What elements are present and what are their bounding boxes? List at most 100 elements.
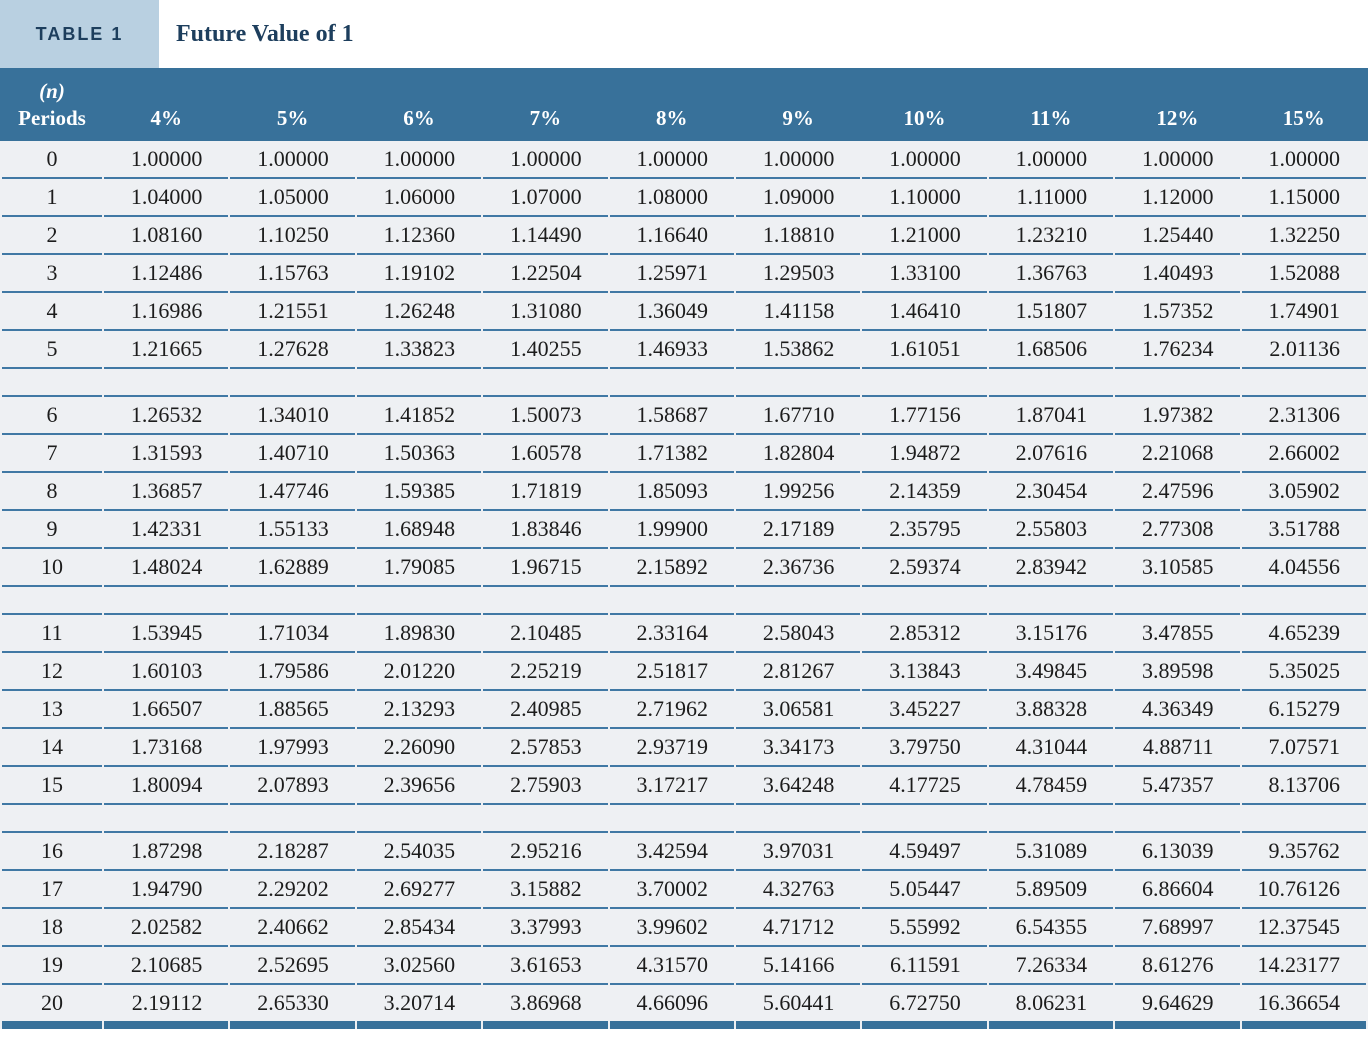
period-cell: 10 — [2, 549, 102, 587]
value-cell: 1.31080 — [483, 293, 608, 331]
value-cell: 4.04556 — [1241, 549, 1366, 587]
value-cell: 1.50073 — [483, 397, 608, 435]
value-cell: 2.85434 — [356, 909, 482, 947]
value-cell: 1.79586 — [230, 653, 355, 691]
column-header-rate: 7% — [483, 68, 608, 141]
value-cell: 1.29503 — [735, 255, 861, 293]
table-row: 13 1.66507 1.88565 2.13293 2.40985 2.71962 3.0… — [2, 691, 1366, 729]
value-cell: 1.40493 — [1115, 255, 1240, 293]
value-cell: 1.15763 — [230, 255, 355, 293]
value-cell: 1.11000 — [988, 179, 1114, 217]
spacer-cell — [988, 805, 1114, 833]
period-cell: 8 — [2, 473, 102, 511]
value-cell: 1.00000 — [104, 141, 229, 179]
value-cell: 2.35795 — [862, 511, 987, 549]
value-cell: 2.93719 — [609, 729, 734, 767]
value-cell: 2.19112 — [104, 985, 229, 1029]
column-header-rate: 5% — [230, 68, 355, 141]
table-row: 1 1.04000 1.05000 1.06000 1.07000 1.08000 1.09… — [2, 179, 1366, 217]
value-cell: 1.66507 — [104, 691, 229, 729]
column-header-rate: 6% — [356, 68, 482, 141]
value-cell: 1.15000 — [1241, 179, 1366, 217]
value-cell: 1.26248 — [356, 293, 482, 331]
spacer-row — [2, 805, 1366, 833]
period-cell: 9 — [2, 511, 102, 549]
value-cell: 1.41158 — [735, 293, 861, 331]
value-cell: 1.99256 — [735, 473, 861, 511]
spacer-cell — [609, 587, 734, 615]
value-cell: 1.76234 — [1115, 331, 1240, 369]
value-cell: 1.12360 — [356, 217, 482, 255]
value-cell: 1.53862 — [735, 331, 861, 369]
value-cell: 2.13293 — [356, 691, 482, 729]
period-cell: 20 — [2, 985, 102, 1029]
table-row: 15 1.80094 2.07893 2.39656 2.75903 3.17217 3.6… — [2, 767, 1366, 805]
spacer-cell — [1115, 587, 1240, 615]
spacer-cell — [862, 587, 987, 615]
value-cell: 1.12486 — [104, 255, 229, 293]
period-cell: 6 — [2, 397, 102, 435]
value-cell: 2.02582 — [104, 909, 229, 947]
value-cell: 1.87298 — [104, 833, 229, 871]
value-cell: 1.60103 — [104, 653, 229, 691]
value-cell: 3.06581 — [735, 691, 861, 729]
value-cell: 5.55992 — [862, 909, 987, 947]
value-cell: 2.07616 — [988, 435, 1114, 473]
table-row: 11 1.53945 1.71034 1.89830 2.10485 2.33164 2.5… — [2, 615, 1366, 653]
table-row: 16 1.87298 2.18287 2.54035 2.95216 3.42594 3.9… — [2, 833, 1366, 871]
value-cell: 1.40710 — [230, 435, 355, 473]
value-cell: 6.72750 — [862, 985, 987, 1029]
value-cell: 2.40985 — [483, 691, 608, 729]
value-cell: 1.68506 — [988, 331, 1114, 369]
column-header-rate: 11% — [988, 68, 1114, 141]
value-cell: 5.60441 — [735, 985, 861, 1029]
value-cell: 1.82804 — [735, 435, 861, 473]
value-cell: 6.11591 — [862, 947, 987, 985]
value-cell: 1.10250 — [230, 217, 355, 255]
spacer-row — [2, 587, 1366, 615]
value-cell: 5.35025 — [1241, 653, 1366, 691]
value-cell: 2.75903 — [483, 767, 608, 805]
value-cell: 2.59374 — [862, 549, 987, 587]
value-cell: 2.01220 — [356, 653, 482, 691]
spacer-cell — [1241, 805, 1366, 833]
table-body: 0 1.00000 1.00000 1.00000 1.00000 1.00000 1.00… — [2, 141, 1366, 1029]
value-cell: 1.26532 — [104, 397, 229, 435]
value-cell: 4.31570 — [609, 947, 734, 985]
spacer-cell — [2, 805, 102, 833]
spacer-cell — [988, 587, 1114, 615]
table-row: 7 1.31593 1.40710 1.50363 1.60578 1.71382 1.82… — [2, 435, 1366, 473]
value-cell: 4.71712 — [735, 909, 861, 947]
value-cell: 2.36736 — [735, 549, 861, 587]
value-cell: 1.51807 — [988, 293, 1114, 331]
value-cell: 1.77156 — [862, 397, 987, 435]
value-cell: 1.40255 — [483, 331, 608, 369]
value-cell: 7.07571 — [1241, 729, 1366, 767]
value-cell: 1.00000 — [1241, 141, 1366, 179]
value-cell: 10.76126 — [1241, 871, 1366, 909]
value-cell: 1.94790 — [104, 871, 229, 909]
value-cell: 3.20714 — [356, 985, 482, 1029]
value-cell: 1.74901 — [1241, 293, 1366, 331]
value-cell: 1.80094 — [104, 767, 229, 805]
value-cell: 3.15882 — [483, 871, 608, 909]
value-cell: 2.77308 — [1115, 511, 1240, 549]
value-cell: 1.52088 — [1241, 255, 1366, 293]
value-cell: 1.00000 — [483, 141, 608, 179]
value-cell: 1.58687 — [609, 397, 734, 435]
value-cell: 5.89509 — [988, 871, 1114, 909]
value-cell: 1.71382 — [609, 435, 734, 473]
table-row: 6 1.26532 1.34010 1.41852 1.50073 1.58687 1.67… — [2, 397, 1366, 435]
value-cell: 2.15892 — [609, 549, 734, 587]
spacer-cell — [104, 369, 229, 397]
value-cell: 2.54035 — [356, 833, 482, 871]
value-cell: 1.46933 — [609, 331, 734, 369]
spacer-cell — [609, 805, 734, 833]
period-cell: 16 — [2, 833, 102, 871]
value-cell: 3.97031 — [735, 833, 861, 871]
period-cell: 3 — [2, 255, 102, 293]
table-row: 9 1.42331 1.55133 1.68948 1.83846 1.99900 2.17… — [2, 511, 1366, 549]
period-cell: 15 — [2, 767, 102, 805]
value-cell: 1.10000 — [862, 179, 987, 217]
value-cell: 2.69277 — [356, 871, 482, 909]
